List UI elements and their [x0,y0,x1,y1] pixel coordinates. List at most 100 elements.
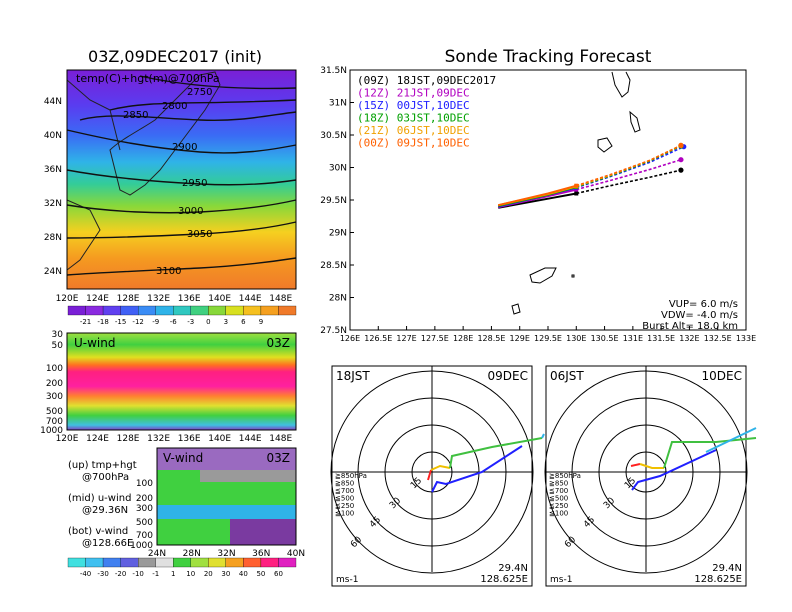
pressure-tick: 500 [136,518,153,528]
pressure-tick: 1000 [130,541,153,551]
contour-label: 3050 [187,229,212,240]
colorbar-tick: 30 [221,570,230,578]
x-tick-labels: 126E 126.5E 127E 127.5E 128E 128.5E 129E 129.5E… [340,326,756,343]
hodograph-trace [639,463,664,469]
hodograph-unit: ms-1 [550,575,572,585]
colorbar-swatch [85,557,104,568]
note-line: @700hPa [82,472,129,483]
colorbar-tick: 40 [239,570,248,578]
track-line-solid [498,192,577,209]
y-tick-label: 29.5N [320,196,347,206]
v-wind-time: 03Z [267,451,291,465]
contour-labels: 2750 2800 2850 2900 2950 3000 3050 3100 [123,87,212,277]
y-tick-label: 31.5N [320,66,347,76]
legend-notes: (up) tmp+hgt @700hPa (mid) u-wind @29.36… [68,460,137,549]
hodograph-trace [431,445,523,493]
track-current-marker [574,191,579,196]
hodograph-time: 18JST [336,369,370,383]
x-tick-label: 131.5E [647,334,675,343]
legend-entry: (15Z) 00JST,10DEC [357,99,470,112]
colorbar-swatch [208,557,226,568]
colorbar-tick: -12 [132,318,143,326]
hodograph-date: 09DEC [488,369,528,383]
pressure-tick: 300 [46,392,63,402]
track-series [497,142,687,209]
hodograph-date: 10DEC [702,369,742,383]
pressure-tick: 30 [52,330,64,340]
colorbar-tick: 20 [204,570,213,578]
colorbar-tick: -3 [187,318,194,326]
colorbar-tick: -15 [115,318,126,326]
x-tick-label: 128E [453,334,473,343]
lon-tick-label: 136E [178,294,201,304]
colorbar-swatch [67,557,86,568]
hodograph-trace [430,464,451,471]
colorbar-swatch [225,305,244,316]
annotation-vdw: VDW= -4.0 m/s [661,310,738,321]
wind-colorbar: -40 -30 -20 -10 -1 1 10 20 30 40 50 60 [67,557,297,578]
hodograph-trace [631,449,717,491]
colorbar-swatch [138,557,156,568]
pressure-tick: 200 [136,494,153,504]
colorbar-swatch [260,305,279,316]
lat-tick-label: 44N [44,97,62,107]
lat-tick: 40N [287,549,305,559]
colorbar-tick: 60 [274,570,283,578]
lat-tick-labels: 44N 40N 36N 32N 28N 24N [44,97,62,277]
note-line: @128.66E [82,538,133,549]
colorbar-swatch [243,557,262,568]
annotation-vup: VUP= 6.0 m/s [669,299,738,310]
colorbar-swatch [190,305,209,316]
hodograph-trace [663,437,757,469]
level-label: ≦500 [549,495,568,503]
x-tick-label: 127.5E [421,334,449,343]
x-tick-label: 126E [340,334,360,343]
legend-entry: (21Z) 06JST,10DEC [357,124,470,137]
x-tick-label: 129E [510,334,530,343]
hodograph-trace [449,437,543,469]
note-line: (mid) u-wind [68,493,131,504]
u-wind-field [67,333,296,430]
colorbar-swatch [120,305,139,316]
pressure-tick: 300 [136,504,153,514]
x-tick-label: 131E [623,334,643,343]
japan-coastline [109,71,221,196]
colorbar-tick: -9 [152,318,159,326]
lon-tick: 124E [86,434,109,444]
colorbar-swatch [102,305,121,316]
pressure-tick: 50 [52,341,64,351]
map-frame [66,69,297,290]
hodograph-lat: 29.4N [498,563,528,574]
v-wind-label: V-wind [163,451,203,465]
lon-tick: 128E [117,434,140,444]
contour-label: 2800 [162,101,187,112]
left-map-title: 03Z,09DEC2017 (init) [88,47,262,66]
hodograph-trace [541,433,545,439]
colorbar-tick: 0 [206,318,210,326]
lat-tick-label: 28N [44,233,62,243]
colorbar-tick: 10 [186,570,195,578]
colorbar-tick: -10 [132,570,143,578]
temperature-colorbar: -21 -18 -15 -12 -9 -6 -3 0 3 6 9 [67,305,297,326]
lon-tick: 140E [208,434,231,444]
pressure-tick: 700 [136,531,153,541]
colorbar-tick: 6 [241,318,246,326]
annotation-burst: Burst Alt= 18.0 km [642,321,738,332]
hodograph-trace [630,463,641,467]
level-label: ≧850hPa [335,472,367,480]
y-tick-label: 28N [329,294,347,304]
lon-tick-label: 120E [56,294,79,304]
colorbar-tick: -1 [152,570,159,578]
lon-tick: 132E [147,434,170,444]
lon-tick-labels: 120E 124E 128E 132E 136E 140E 144E 148E [56,294,293,304]
temperature-field [67,70,296,289]
colorbar-swatch [243,305,262,316]
track-current-marker [574,183,579,188]
level-label: ≧850 [549,480,568,488]
lon-tick: 120E [56,434,79,444]
height-contours [66,75,297,276]
x-tick-label: 132.5E [704,334,732,343]
colorbar-tick: 50 [256,570,265,578]
